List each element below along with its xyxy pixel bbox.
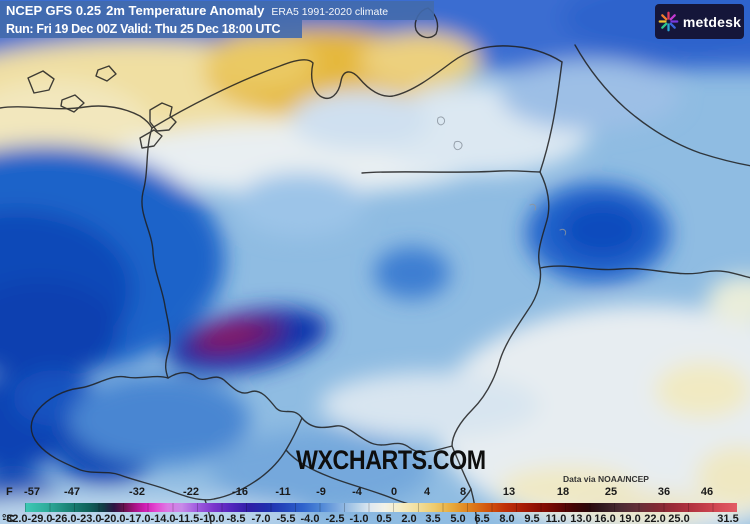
color-scale: F -57 -47 -32 -22 -16 -11 -9 -4 0 4 8 13 18 25 36 46 °C… — [0, 486, 750, 524]
celsius-tick: 0.5 — [376, 513, 392, 524]
fahrenheit-tick: 46 — [700, 486, 714, 498]
celsius-tick: 19.0 — [619, 513, 641, 524]
celsius-tick: -26.0 — [51, 513, 77, 524]
celsius-tick: 6.5 — [474, 513, 490, 524]
celsius-tick: 22.0 — [644, 513, 666, 524]
fahrenheit-tick: 18 — [556, 486, 570, 498]
country-borders — [0, 7, 750, 524]
watermark: WXCHARTS.COM — [296, 445, 486, 475]
run-valid-text: Run: Fri 19 Dec 00Z Valid: Thu 25 Dec 18… — [6, 22, 281, 36]
data-credit: Data via NOAA/NCEP — [563, 474, 649, 484]
celsius-tick: 16.0 — [594, 513, 616, 524]
celsius-tick: -32.0 — [2, 513, 28, 524]
celsius-unit-label: °C — [2, 513, 15, 524]
chart-title: 2m Temperature Anomaly — [106, 3, 265, 18]
celsius-tick: -8.5 — [226, 513, 246, 524]
celsius-tick: -2.5 — [325, 513, 345, 524]
celsius-tick: -20.0 — [100, 513, 126, 524]
celsius-tick: -4.0 — [300, 513, 320, 524]
celsius-tick: -14.0 — [150, 513, 176, 524]
fahrenheit-row: F -57 -47 -32 -22 -16 -11 -9 -4 0 4 8 13 18 25 36 46 — [0, 486, 750, 500]
fahrenheit-tick: -22 — [183, 486, 199, 498]
celsius-tick: -10.0 — [199, 513, 225, 524]
fahrenheit-tick: -32 — [129, 486, 145, 498]
fahrenheit-tick: 4 — [423, 486, 431, 498]
celsius-tick: 2.0 — [401, 513, 417, 524]
celsius-tick: -23.0 — [76, 513, 102, 524]
fahrenheit-tick: -9 — [316, 486, 326, 498]
celsius-tick: 3.5 — [425, 513, 441, 524]
model-name: NCEP GFS 0.25 — [6, 3, 102, 18]
fahrenheit-tick: 36 — [657, 486, 671, 498]
fahrenheit-tick: -47 — [64, 486, 80, 498]
celsius-tick: -29.0 — [27, 513, 53, 524]
metdesk-wordmark: metdesk — [682, 13, 742, 30]
header-line-2: Run: Fri 19 Dec 00Z Valid: Thu 25 Dec 18… — [0, 20, 302, 38]
climate-reference: ERA5 1991-2020 climate — [271, 6, 389, 18]
fahrenheit-tick: 25 — [604, 486, 618, 498]
fahrenheit-tick: 8 — [459, 486, 467, 498]
fahrenheit-tick: -57 — [24, 486, 40, 498]
celsius-tick: -17.0 — [125, 513, 151, 524]
celsius-tick: 8.0 — [499, 513, 515, 524]
celsius-tick: 31.5 — [717, 513, 739, 524]
metdesk-logo: metdesk — [655, 4, 744, 39]
celsius-tick: 9.5 — [524, 513, 540, 524]
metdesk-asterisk-icon — [658, 11, 679, 32]
header-line-1: NCEP GFS 0.25 2m Temperature Anomaly ERA… — [0, 1, 434, 20]
celsius-row: °C -32.0 -29.0 -26.0 -23.0 -20.0 -17.0 -14.0 -1… — [0, 513, 750, 524]
fahrenheit-tick: -4 — [352, 486, 362, 498]
celsius-tick: 5.0 — [450, 513, 466, 524]
fahrenheit-tick: -11 — [275, 486, 291, 498]
celsius-tick: 11.0 — [545, 513, 567, 524]
fahrenheit-tick: 13 — [502, 486, 516, 498]
colorbar — [25, 503, 737, 512]
celsius-tick: -1.0 — [349, 513, 369, 524]
celsius-tick: 25.0 — [668, 513, 690, 524]
fahrenheit-unit-label: F — [6, 486, 13, 498]
celsius-tick: 13.0 — [570, 513, 592, 524]
celsius-tick: -11.5 — [174, 513, 200, 524]
celsius-tick: -7.0 — [251, 513, 271, 524]
fahrenheit-tick: 0 — [390, 486, 398, 498]
celsius-tick: -5.5 — [276, 513, 296, 524]
fahrenheit-tick: -16 — [232, 486, 248, 498]
